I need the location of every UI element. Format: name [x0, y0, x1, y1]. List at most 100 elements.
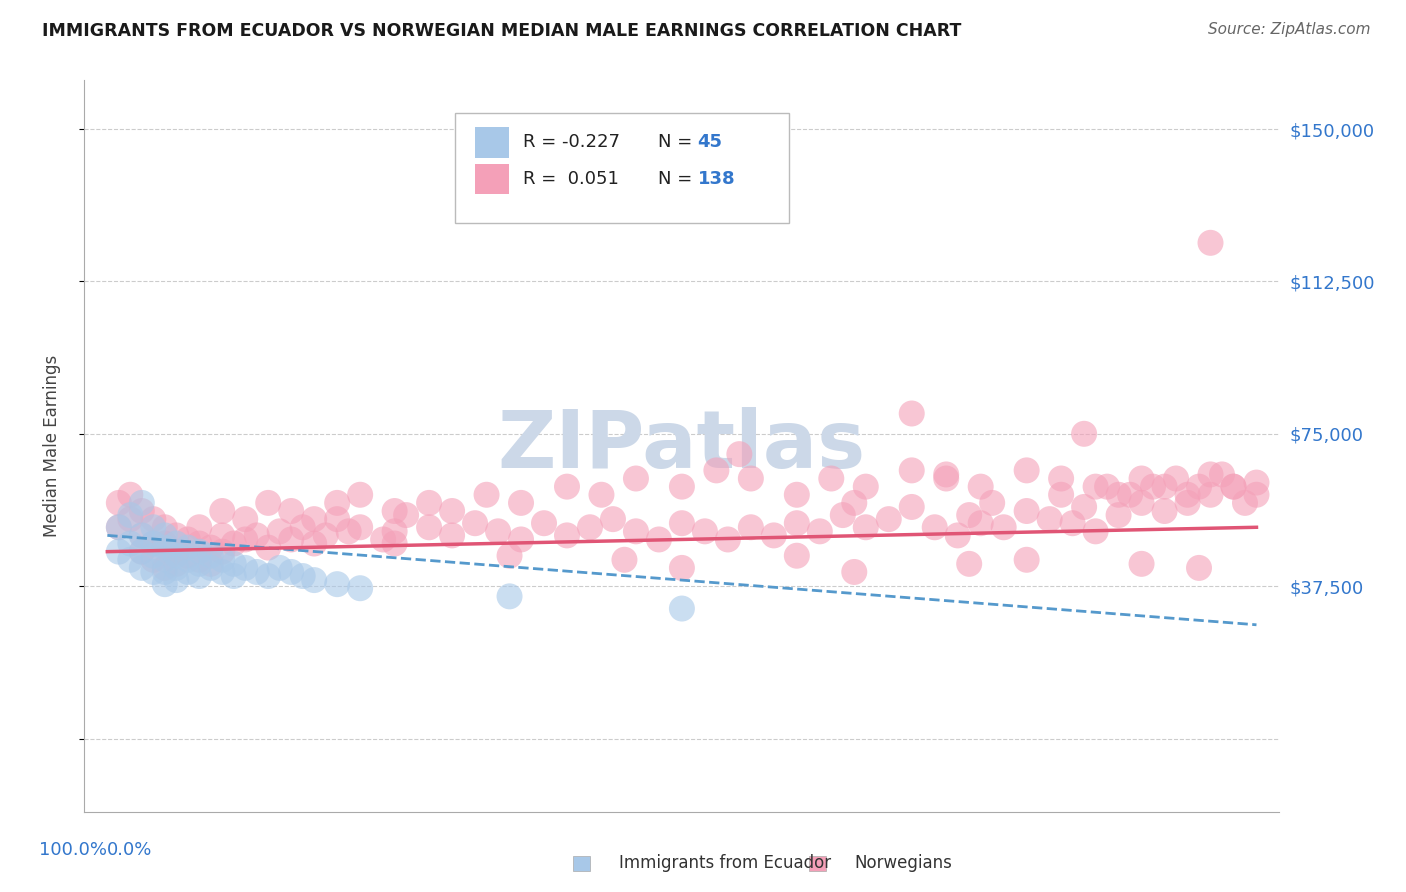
Point	[349, 488, 371, 502]
Point	[108, 544, 131, 558]
Point	[131, 561, 153, 575]
Point	[1188, 561, 1211, 575]
Point	[153, 577, 176, 591]
Text: 45: 45	[697, 134, 723, 152]
Point	[648, 533, 671, 547]
FancyBboxPatch shape	[475, 163, 509, 194]
Point	[957, 508, 980, 522]
Point	[1211, 467, 1233, 482]
Point	[1095, 480, 1118, 494]
Point	[1222, 480, 1244, 494]
Text: 0.0%: 0.0%	[107, 841, 153, 859]
Point	[671, 480, 693, 494]
Point	[142, 549, 165, 563]
Y-axis label: Median Male Earnings: Median Male Earnings	[42, 355, 60, 537]
Point	[108, 520, 131, 534]
Point	[165, 544, 187, 558]
Point	[200, 561, 222, 575]
Point	[877, 512, 900, 526]
Point	[555, 528, 578, 542]
Point	[349, 581, 371, 595]
Point	[142, 553, 165, 567]
Point	[269, 524, 291, 539]
Point	[820, 471, 842, 485]
Point	[533, 516, 555, 531]
Point	[142, 536, 165, 550]
Point	[120, 508, 142, 522]
Point	[1119, 488, 1142, 502]
Point	[165, 528, 187, 542]
Point	[177, 565, 200, 579]
Point	[153, 536, 176, 550]
Point	[120, 512, 142, 526]
Point	[924, 520, 946, 534]
Point	[740, 520, 762, 534]
Point	[384, 504, 406, 518]
Point	[464, 516, 486, 531]
Point	[1199, 467, 1222, 482]
Point	[384, 524, 406, 539]
Point	[1084, 524, 1107, 539]
Point	[498, 549, 520, 563]
Bar	[810, 856, 825, 871]
Point	[555, 480, 578, 494]
Point	[315, 528, 337, 542]
Point	[177, 541, 200, 555]
Point	[188, 544, 211, 558]
Point	[108, 520, 131, 534]
Point	[280, 533, 302, 547]
Point	[498, 590, 520, 604]
Point	[142, 512, 165, 526]
Point	[510, 533, 533, 547]
Point	[153, 520, 176, 534]
Point	[188, 553, 211, 567]
Point	[486, 524, 509, 539]
Point	[1177, 488, 1199, 502]
Point	[1188, 480, 1211, 494]
Text: IMMIGRANTS FROM ECUADOR VS NORWEGIAN MEDIAN MALE EARNINGS CORRELATION CHART: IMMIGRANTS FROM ECUADOR VS NORWEGIAN MED…	[42, 22, 962, 40]
Point	[131, 496, 153, 510]
Point	[120, 553, 142, 567]
Point	[177, 549, 200, 563]
Point	[1073, 500, 1095, 514]
Point	[970, 516, 993, 531]
Point	[1130, 557, 1153, 571]
Point	[728, 447, 751, 461]
Point	[302, 512, 325, 526]
Point	[957, 557, 980, 571]
Point	[1222, 480, 1244, 494]
Point	[131, 544, 153, 558]
Point	[165, 561, 187, 575]
Point	[257, 569, 280, 583]
Point	[302, 536, 325, 550]
Point	[1199, 488, 1222, 502]
Point	[786, 488, 808, 502]
Point	[131, 528, 153, 542]
Point	[291, 520, 314, 534]
Point	[900, 407, 922, 421]
Point	[706, 463, 728, 477]
Point	[1164, 471, 1187, 485]
Point	[222, 536, 245, 550]
Point	[108, 496, 131, 510]
Point	[153, 553, 176, 567]
Text: 138: 138	[697, 170, 735, 188]
Point	[1073, 426, 1095, 441]
Point	[165, 549, 187, 563]
Point	[188, 569, 211, 583]
Point	[188, 520, 211, 534]
Point	[246, 528, 269, 542]
Point	[165, 536, 187, 550]
Point	[1199, 235, 1222, 250]
Point	[142, 520, 165, 534]
Point	[1062, 516, 1084, 531]
Point	[233, 512, 256, 526]
Point	[326, 496, 349, 510]
Bar	[574, 856, 589, 871]
Point	[591, 488, 613, 502]
Point	[1050, 488, 1073, 502]
Point	[786, 549, 808, 563]
Point	[269, 561, 291, 575]
Point	[373, 533, 395, 547]
Point	[1130, 471, 1153, 485]
